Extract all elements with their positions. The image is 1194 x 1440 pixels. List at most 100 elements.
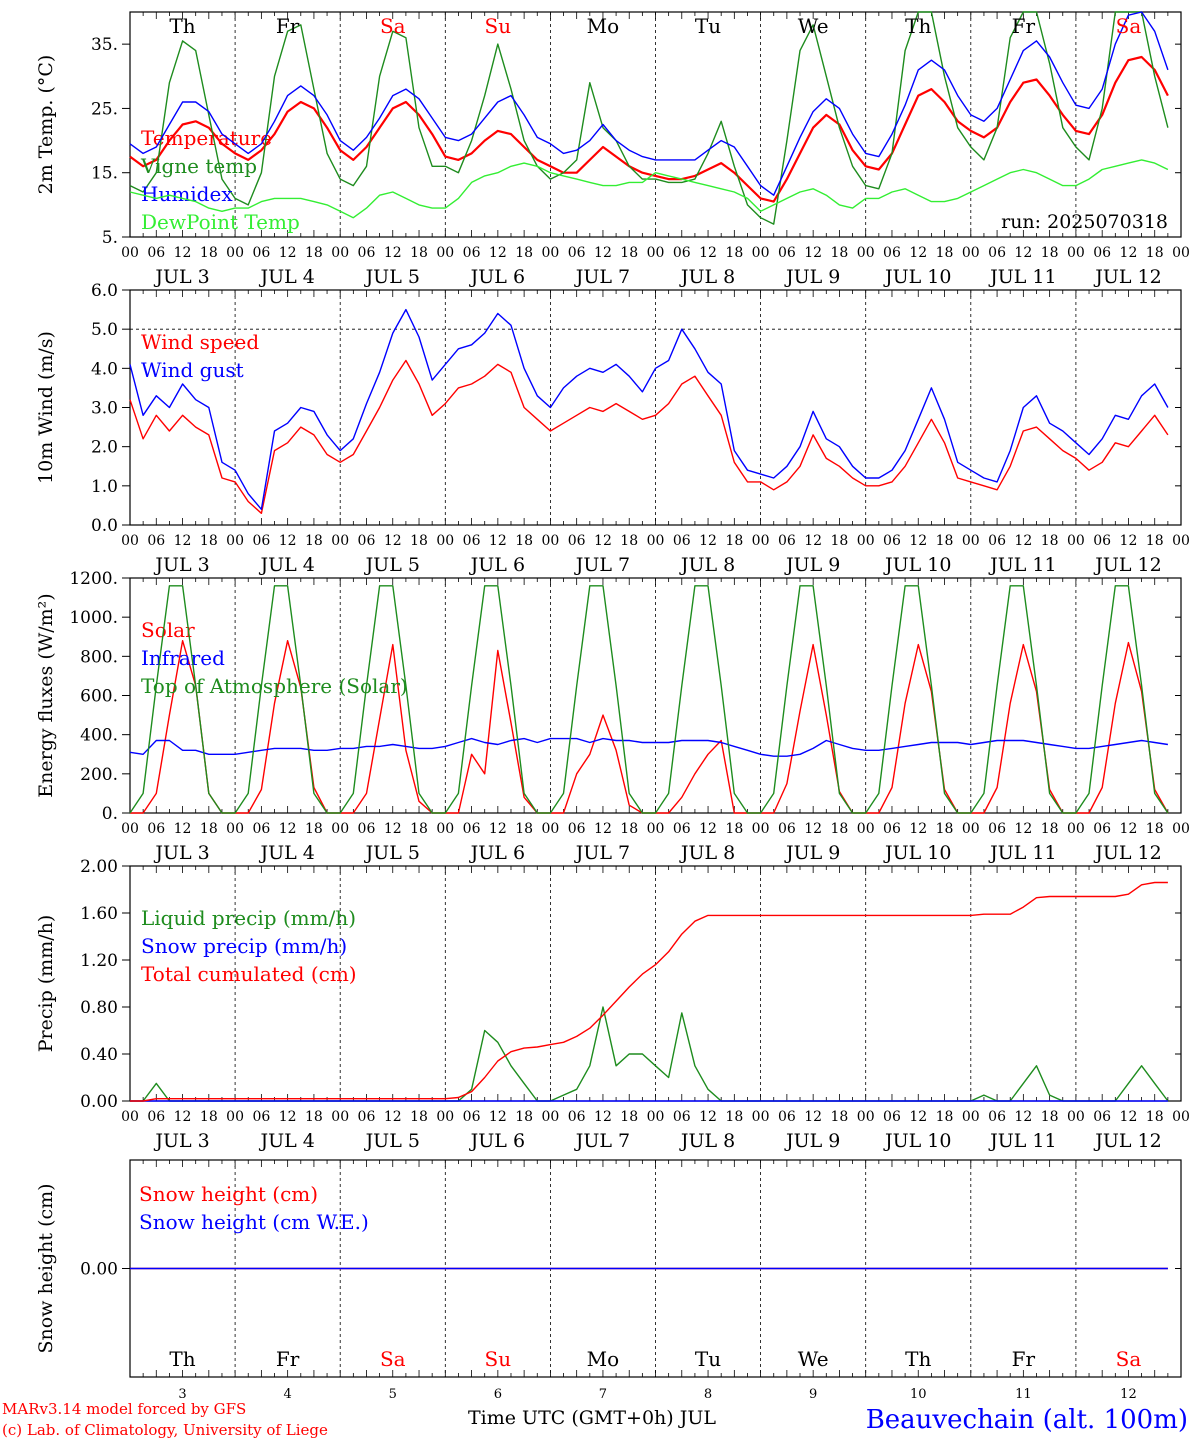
legend-entry: Liquid precip (mm/h) — [141, 906, 356, 930]
date-label: JUL 3 — [153, 266, 209, 288]
weekday-label: Fr — [276, 1347, 300, 1371]
hour-tick-label: 06 — [673, 245, 691, 261]
hour-tick-label: 12 — [1120, 821, 1138, 837]
date-label: JUL 12 — [1093, 1130, 1161, 1152]
hour-tick-label: 06 — [252, 245, 270, 261]
date-label: JUL 11 — [988, 266, 1056, 288]
y-tick-label: 5.0 — [91, 320, 118, 340]
weekday-label: Su — [485, 14, 512, 38]
panel-4: 0.00 0.40 0.80 1.20 1.60 2.00 Precip (mm/h) Liq… — [35, 857, 1190, 1152]
hour-tick-label: 00 — [647, 821, 665, 837]
day-number-label: 5 — [389, 1387, 397, 1402]
hour-tick-label: 06 — [252, 533, 270, 549]
hour-tick-label: 18 — [200, 1109, 218, 1125]
y-tick-label: 0.00 — [80, 1260, 118, 1280]
hour-tick-label: 06 — [1093, 245, 1111, 261]
hour-tick-label: 00 — [1172, 1109, 1190, 1125]
weekday-label: Th — [169, 1347, 195, 1371]
panel-3: 0. 200. 400. 600. 800. 1000. 1200. Energy fluxe… — [35, 569, 1190, 864]
date-label: JUL 4 — [258, 266, 314, 288]
panel-5: 0.00 Snow height (cm) Snow height (cm) Snow… — [35, 1159, 1182, 1378]
legend-entry: Wind gust — [141, 358, 244, 382]
day-number-label: 8 — [704, 1387, 712, 1402]
y-tick-label: 1200. — [69, 569, 118, 589]
hour-tick-label: 00 — [331, 821, 349, 837]
hour-tick-label: 18 — [515, 1109, 533, 1125]
y-tick-label: 0.00 — [80, 1092, 118, 1112]
hour-tick-label: 00 — [121, 1109, 139, 1125]
hour-tick-label: 06 — [778, 533, 796, 549]
hour-tick-label: 12 — [909, 245, 927, 261]
weekday-label: Fr — [276, 14, 300, 38]
hour-tick-label: 06 — [778, 821, 796, 837]
date-label: JUL 8 — [679, 842, 735, 864]
series-wind-speed — [129, 359, 1169, 514]
date-label: JUL 6 — [469, 266, 525, 288]
hour-tick-label: 00 — [1067, 1109, 1085, 1125]
panel-2: 0.0 1.0 2.0 3.0 4.0 5.0 6.0 10m Wind (m/s) Wind … — [35, 281, 1190, 576]
y-axis-label: Energy fluxes (W/m²) — [35, 593, 57, 797]
hour-tick-label: 12 — [594, 1109, 612, 1125]
y-axis-label: 10m Wind (m/s) — [35, 331, 57, 484]
hour-tick-label: 00 — [226, 1109, 244, 1125]
hour-tick-label: 00 — [647, 245, 665, 261]
x-axis-label: Time UTC (GMT+0h) JUL — [468, 1407, 716, 1429]
hour-tick-label: 12 — [909, 533, 927, 549]
hour-tick-label: 18 — [200, 821, 218, 837]
y-tick-label: 0.40 — [80, 1045, 118, 1065]
hour-tick-label: 12 — [279, 245, 297, 261]
series-dewpoint-temp — [129, 159, 1169, 219]
hour-tick-label: 18 — [620, 245, 638, 261]
station-name: Beauvechain (alt. 100m) — [866, 1405, 1188, 1435]
hour-tick-label: 12 — [489, 533, 507, 549]
hour-tick-label: 00 — [962, 245, 980, 261]
hour-tick-label: 18 — [1041, 821, 1059, 837]
hour-tick-label: 00 — [962, 533, 980, 549]
legend-entry: Vigne temp — [140, 154, 257, 178]
hour-tick-label: 12 — [489, 245, 507, 261]
hour-tick-label: 00 — [1067, 821, 1085, 837]
hour-tick-label: 12 — [1120, 1109, 1138, 1125]
hour-tick-label: 12 — [384, 1109, 402, 1125]
hour-tick-label: 06 — [988, 1109, 1006, 1125]
date-label: JUL 6 — [469, 554, 525, 576]
y-tick-label: 800. — [80, 647, 118, 667]
hour-tick-label: 12 — [174, 245, 192, 261]
y-axis-label: 2m Temp. (°C) — [35, 55, 57, 195]
date-label: JUL 12 — [1093, 554, 1161, 576]
weekday-label: Fr — [1012, 14, 1036, 38]
copyright: (c) Lab. of Climatology, University of L… — [2, 1421, 328, 1439]
y-tick-label: 400. — [80, 726, 118, 746]
hour-tick-label: 00 — [752, 245, 770, 261]
hour-tick-label: 12 — [699, 1109, 717, 1125]
hour-tick-label: 06 — [568, 1109, 586, 1125]
date-label: JUL 10 — [883, 1130, 951, 1152]
date-label: JUL 7 — [574, 842, 630, 864]
y-tick-label: 1.0 — [91, 477, 118, 497]
day-number-label: 11 — [1015, 1387, 1032, 1402]
date-label: JUL 12 — [1093, 266, 1161, 288]
hour-tick-label: 06 — [778, 245, 796, 261]
hour-tick-label: 00 — [1067, 533, 1085, 549]
hour-tick-label: 00 — [1172, 821, 1190, 837]
hour-tick-label: 06 — [358, 821, 376, 837]
hour-tick-label: 12 — [1014, 1109, 1032, 1125]
weekday-label: Mo — [587, 1347, 620, 1371]
legend-entry: Snow precip (mm/h) — [141, 934, 347, 958]
hour-tick-label: 00 — [541, 1109, 559, 1125]
hour-tick-label: 18 — [305, 821, 323, 837]
date-label: JUL 4 — [258, 554, 314, 576]
y-tick-label: 6.0 — [91, 281, 118, 301]
date-label: JUL 3 — [153, 554, 209, 576]
date-label: JUL 9 — [784, 1130, 840, 1152]
hour-tick-label: 12 — [1120, 533, 1138, 549]
weekday-label: Sa — [380, 14, 406, 38]
hour-tick-label: 00 — [436, 245, 454, 261]
weekday-label: Mo — [587, 14, 620, 38]
hour-tick-label: 06 — [147, 533, 165, 549]
hour-tick-label: 00 — [226, 245, 244, 261]
hour-tick-label: 18 — [515, 533, 533, 549]
date-label: JUL 11 — [988, 554, 1056, 576]
hour-tick-label: 12 — [804, 245, 822, 261]
day-number-label: 12 — [1120, 1387, 1137, 1402]
